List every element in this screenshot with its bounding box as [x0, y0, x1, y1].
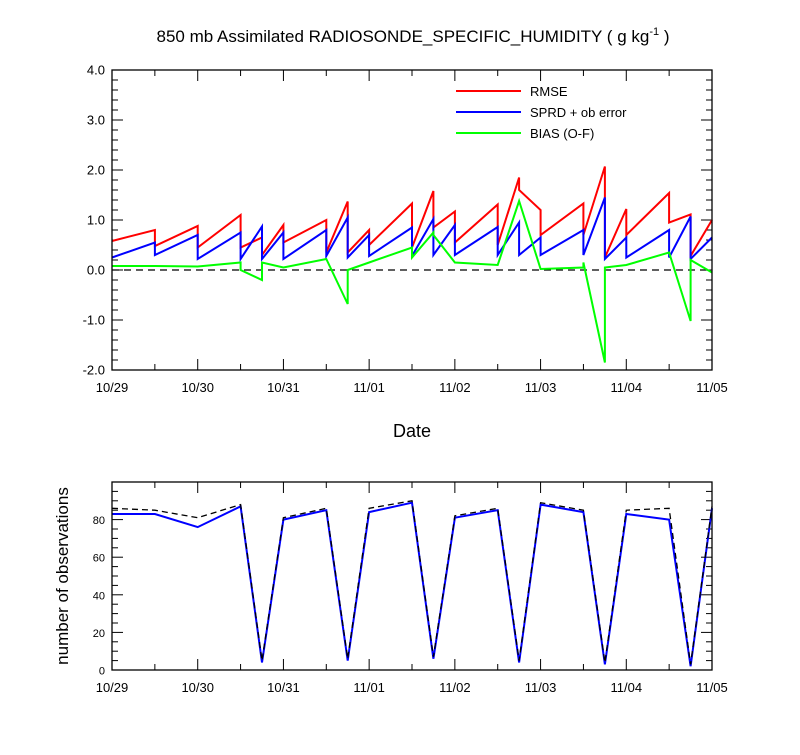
chart-title-main: 850 mb Assimilated RADIOSONDE_SPECIFIC_H…: [157, 27, 650, 46]
x-tick-label: 11/03: [525, 380, 557, 395]
x-tick-label: 11/02: [439, 680, 471, 695]
legend-label: SPRD + ob error: [530, 105, 627, 120]
tick-marks: [111, 69, 713, 371]
y-axis-title: number of observations: [53, 487, 72, 665]
legend-label: RMSE: [530, 84, 568, 99]
x-tick-label: 11/03: [525, 680, 557, 695]
x-axis-title: Date: [393, 421, 431, 441]
y-tick-label: 1.0: [87, 213, 105, 228]
y-tick-label: -1.0: [83, 313, 105, 328]
legend: RMSE SPRD + ob error BIAS (O-F): [456, 84, 627, 141]
y-tick-label: 2.0: [87, 163, 105, 178]
series-line-sprd-ob-error: [111, 197, 713, 263]
y-tick-label: 4.0: [87, 63, 105, 78]
x-tick-label: 11/01: [353, 680, 385, 695]
x-tick-label: 10/30: [181, 380, 214, 395]
x-tick-label: 10/29: [96, 380, 129, 395]
x-tick-label: 10/29: [96, 680, 129, 695]
x-tick-label: 11/05: [696, 380, 728, 395]
x-tick-label: 11/04: [610, 380, 642, 395]
y-tick-label: 20: [93, 628, 105, 640]
chart-title-superscript: -1: [649, 26, 659, 38]
y-tick-label: 0.0: [87, 263, 105, 278]
top-panel: 10/29 10/30 10/31 11/01 11/02 11/03 11/04 11/05…: [83, 63, 728, 442]
chart-title-close: ): [659, 27, 669, 46]
y-tick-label: 40: [93, 590, 105, 602]
x-tick-label: 11/02: [439, 380, 471, 395]
x-tick-label: 10/31: [267, 380, 300, 395]
series-line-bias-o-f: [112, 197, 713, 363]
plot-frame: [111, 481, 713, 671]
x-tick-label: 11/01: [353, 380, 385, 395]
y-tick-label: 80: [93, 515, 105, 527]
x-tick-label: 11/05: [696, 680, 728, 695]
x-tick-label: 11/04: [610, 680, 642, 695]
series-line-dashed: [111, 500, 713, 665]
x-tick-label: 10/30: [181, 680, 214, 695]
y-tick-label: -2.0: [83, 363, 105, 378]
y-tick-label: 0: [99, 666, 105, 678]
series-line-solid: [112, 501, 713, 667]
tick-marks: [111, 482, 713, 671]
y-tick-label: 3.0: [87, 113, 105, 128]
bottom-panel: 10/29 10/30 10/31 11/01 11/02 11/03 11/04 11/05…: [53, 481, 728, 695]
y-tick-label: 60: [93, 553, 105, 565]
chart-title: 850 mb Assimilated RADIOSONDE_SPECIFIC_H…: [157, 26, 670, 46]
plot-frame: [111, 69, 713, 371]
x-tick-label: 10/31: [267, 680, 300, 695]
legend-label: BIAS (O-F): [530, 126, 594, 141]
